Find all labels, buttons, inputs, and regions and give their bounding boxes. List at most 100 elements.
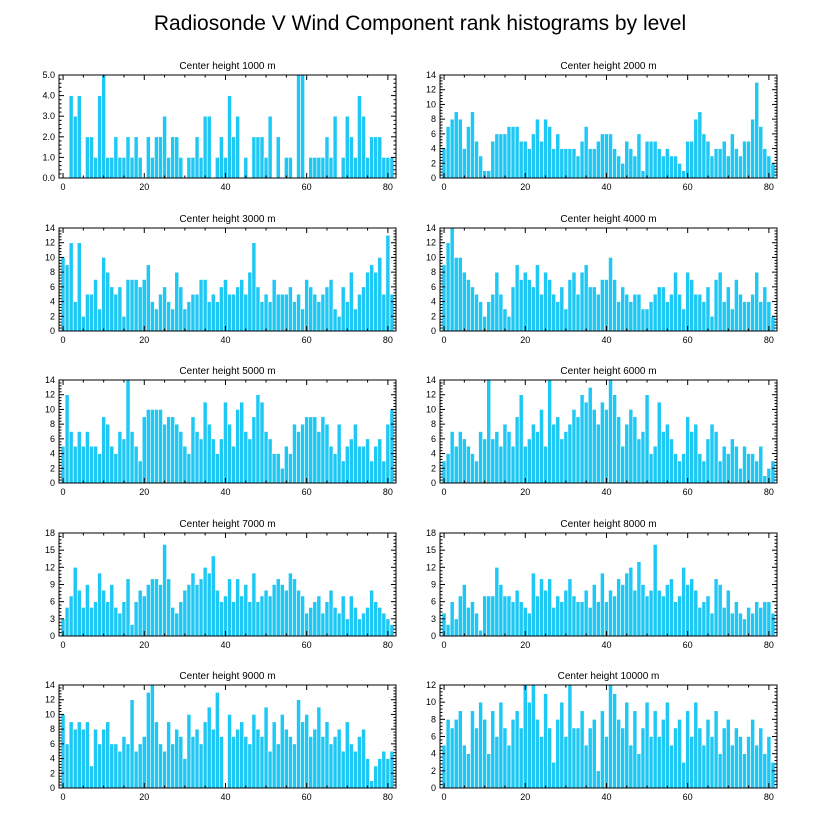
histogram-bar: [620, 162, 626, 179]
y-tick-label: 6: [431, 434, 436, 444]
histogram-bar: [608, 257, 613, 332]
histogram-bar: [502, 423, 508, 484]
histogram-bar: [60, 714, 66, 789]
histogram-bar: [660, 595, 666, 637]
y-tick-label: 12: [426, 680, 436, 690]
histogram-bar: [133, 136, 139, 179]
histogram-bar: [210, 728, 216, 789]
x-tick-label: 0: [442, 640, 447, 650]
histogram-bar: [162, 115, 167, 179]
histogram-bar: [486, 301, 492, 332]
histogram-bar: [357, 618, 362, 637]
histogram-bar: [267, 750, 273, 789]
histogram-bar: [453, 445, 459, 484]
histogram-bar: [113, 136, 119, 179]
histogram-bar: [713, 279, 719, 332]
histogram-bar: [64, 743, 70, 789]
histogram-bar: [129, 279, 135, 332]
histogram-bar: [68, 721, 74, 789]
histogram-bar: [762, 475, 768, 484]
histogram-bar: [255, 394, 261, 484]
histogram-bar: [304, 714, 310, 789]
histogram-bar: [121, 438, 127, 484]
histogram-bar: [555, 133, 561, 179]
x-tick-label: 20: [520, 487, 530, 497]
histogram-bar: [72, 301, 78, 332]
histogram-bar: [292, 578, 297, 637]
histogram-bar: [219, 601, 224, 637]
histogram-bar: [235, 286, 240, 332]
histogram-bar: [365, 438, 370, 484]
histogram-bar: [648, 453, 654, 484]
y-tick-label: 4.0: [42, 91, 55, 101]
histogram-bar: [154, 409, 159, 484]
histogram-bar: [689, 431, 695, 484]
histogram-bar: [559, 148, 565, 179]
histogram-bar: [717, 148, 723, 179]
histogram-bar: [133, 279, 139, 332]
histogram-bar: [725, 155, 731, 179]
histogram-bar: [235, 115, 240, 179]
panel-2: Center height 2000 m 0 2 4 6 8 10 12 14 0 20 40 60 80: [426, 61, 778, 192]
histogram-bar: [717, 460, 723, 484]
histogram-bar: [137, 157, 143, 179]
histogram-bar: [453, 257, 459, 332]
histogram-bar: [555, 719, 561, 789]
histogram-bar: [709, 155, 715, 179]
histogram-bar: [559, 701, 565, 789]
histogram-bar: [681, 453, 686, 484]
histogram-bar: [526, 701, 532, 789]
histogram-bar: [72, 567, 78, 637]
y-tick-label: 0: [50, 326, 55, 336]
histogram-bar: [336, 423, 342, 484]
y-tick-label: 0: [50, 478, 55, 488]
histogram-bar: [608, 379, 613, 484]
histogram-bar: [267, 438, 273, 484]
x-tick-label: 20: [520, 792, 530, 802]
histogram-bar: [259, 136, 265, 179]
histogram-bar: [721, 445, 727, 484]
histogram-bar: [628, 148, 634, 179]
y-tick-label: 6: [431, 597, 436, 607]
histogram-bar: [470, 453, 475, 484]
histogram-bar: [68, 595, 74, 637]
histogram-bar: [490, 438, 496, 484]
histogram-bar: [340, 750, 346, 789]
histogram-bar: [332, 607, 338, 637]
histogram-bar: [146, 692, 151, 789]
histogram-bar: [231, 601, 236, 637]
histogram-bar: [616, 719, 621, 789]
y-tick-label: 0: [431, 631, 436, 641]
histogram-bar: [324, 286, 330, 332]
histogram-bar: [579, 601, 585, 637]
histogram-bar: [190, 157, 196, 179]
histogram-bar: [259, 301, 265, 332]
histogram-bar: [190, 572, 196, 637]
histogram-bar: [275, 136, 281, 179]
histogram-bar: [583, 264, 589, 332]
histogram-bar: [328, 157, 334, 179]
histogram-bar: [178, 431, 184, 484]
histogram-bar: [624, 140, 630, 179]
histogram-bar: [377, 758, 383, 789]
histogram-bar: [284, 293, 289, 332]
histogram-bar: [267, 115, 273, 179]
histogram-bar: [478, 431, 483, 484]
histogram-bar: [373, 601, 379, 637]
histogram-bar: [231, 445, 236, 484]
histogram-bar: [137, 589, 143, 637]
histogram-bar: [717, 584, 723, 637]
histogram-bar: [449, 118, 455, 179]
histogram-bar: [186, 714, 192, 789]
y-tick-label: 9: [431, 580, 436, 590]
histogram-bar: [129, 624, 135, 637]
histogram-bar: [219, 136, 224, 179]
histogram-bar: [141, 416, 147, 484]
histogram-bar: [219, 438, 224, 484]
histogram-bar: [445, 242, 451, 332]
histogram-bar: [563, 148, 569, 179]
histogram-bar: [709, 423, 715, 484]
histogram-bar: [652, 544, 658, 637]
panel-title: Center height 9000 m: [179, 671, 275, 682]
histogram-bar: [308, 157, 314, 179]
